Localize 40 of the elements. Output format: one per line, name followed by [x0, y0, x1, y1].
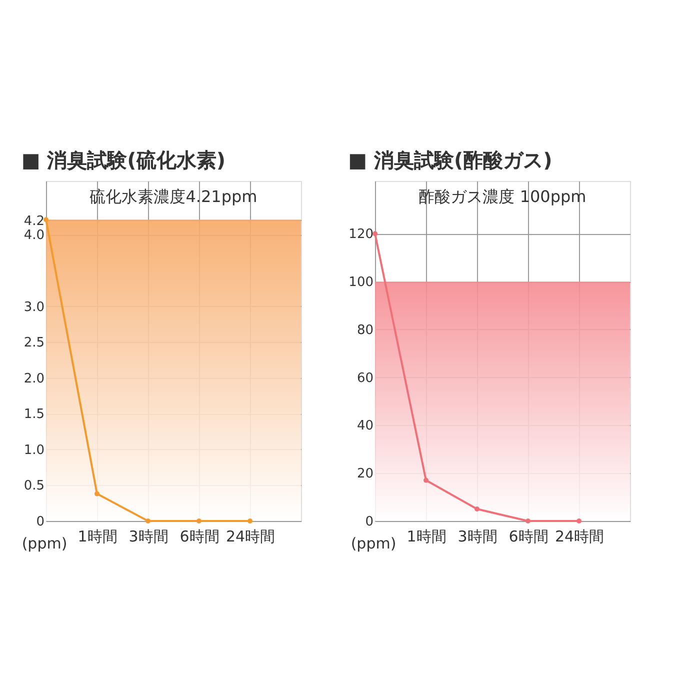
y-tick-label: 40: [356, 418, 374, 434]
y-tick-label: 2.5: [24, 336, 44, 351]
y-tick-label: 100: [348, 275, 374, 290]
point: [94, 491, 100, 496]
x-tick-label: 6時間: [180, 528, 220, 546]
y-axis-title: (ppm): [22, 534, 68, 552]
point: [196, 518, 202, 524]
point: [474, 506, 480, 512]
y-tick-label: 4.0: [24, 228, 44, 244]
y-tick-label: 80: [356, 322, 374, 338]
point: [146, 518, 150, 524]
x-tick-label: 1時間: [406, 528, 446, 546]
y-tick-label: 2.0: [24, 371, 44, 386]
point: [424, 478, 428, 483]
annotation: 酢酸ガス濃度 100ppm: [418, 187, 586, 206]
y-tick-label: 60: [356, 370, 374, 386]
x-tick-label: 3時間: [458, 528, 498, 546]
x-tick-label: 1時間: [78, 528, 118, 546]
annotation: 硫化水素濃度4.21ppm: [90, 187, 258, 206]
y-axis-title: (ppm): [350, 534, 396, 552]
y-tick-label: 0: [36, 514, 44, 530]
x-tick-label: 6時間: [508, 528, 548, 546]
y-tick-label: 1.5: [24, 407, 44, 422]
y-tick-label: 1.0: [24, 442, 44, 458]
x-tick-label: 24時間: [226, 528, 276, 546]
x-tick-label: 24時間: [554, 528, 604, 546]
y-tick-label: 120: [348, 227, 374, 242]
point: [526, 518, 530, 524]
x-tick-label: 3時間: [128, 528, 168, 546]
y-tick-label: 0.5: [24, 478, 44, 494]
y-tick-label: 3.0: [24, 300, 44, 315]
chart-title: ■ 消臭試験(硫化水素): [21, 148, 226, 172]
chart-title: ■ 消臭試験(酢酸ガス): [348, 148, 552, 172]
y-tick-label: 0: [365, 514, 374, 530]
point: [372, 231, 378, 236]
point: [248, 518, 252, 524]
y-tick-label: 20: [356, 466, 374, 482]
point: [576, 518, 582, 524]
point: [44, 217, 48, 222]
y-tick-label: 4.2: [24, 214, 44, 229]
